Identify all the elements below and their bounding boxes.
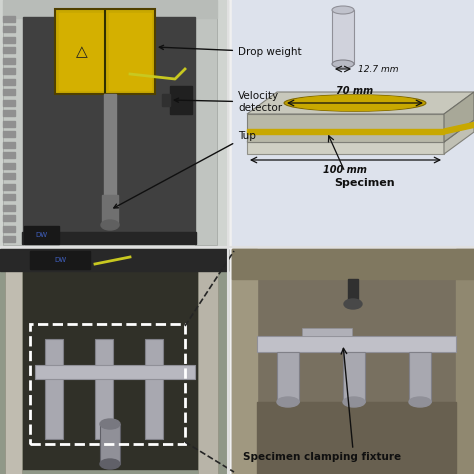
Ellipse shape bbox=[290, 96, 420, 110]
Text: 100 mm: 100 mm bbox=[323, 165, 367, 175]
Ellipse shape bbox=[100, 459, 120, 469]
Polygon shape bbox=[247, 129, 444, 134]
Polygon shape bbox=[444, 92, 474, 142]
Bar bbox=[0, 249, 228, 474]
Bar bbox=[3, 89, 15, 95]
Bar bbox=[145, 339, 163, 439]
Bar bbox=[332, 10, 354, 64]
Bar bbox=[232, 249, 474, 279]
Bar bbox=[35, 365, 195, 379]
Polygon shape bbox=[444, 122, 474, 134]
Polygon shape bbox=[247, 92, 474, 114]
Bar bbox=[109, 13, 151, 90]
Bar bbox=[23, 17, 195, 242]
Bar bbox=[3, 2, 23, 245]
Bar bbox=[302, 328, 352, 336]
Bar bbox=[5, 249, 22, 474]
Text: 12.7 mm: 12.7 mm bbox=[358, 64, 399, 73]
Bar bbox=[24, 226, 59, 244]
Bar bbox=[3, 204, 15, 210]
Bar bbox=[3, 68, 15, 74]
Bar bbox=[3, 57, 15, 64]
Bar bbox=[195, 2, 217, 245]
Bar bbox=[3, 173, 15, 179]
Bar bbox=[409, 352, 431, 402]
Bar bbox=[456, 249, 474, 474]
Bar bbox=[232, 249, 474, 474]
Bar bbox=[3, 163, 15, 168]
Bar bbox=[0, 0, 228, 247]
Text: Specimen: Specimen bbox=[335, 178, 395, 188]
Bar bbox=[3, 236, 15, 242]
Ellipse shape bbox=[101, 220, 119, 230]
Bar bbox=[3, 194, 15, 200]
Bar bbox=[3, 131, 15, 137]
Ellipse shape bbox=[277, 397, 299, 407]
Bar bbox=[170, 86, 192, 114]
Bar bbox=[100, 424, 120, 464]
Bar bbox=[3, 152, 15, 158]
Polygon shape bbox=[247, 120, 474, 142]
Ellipse shape bbox=[343, 397, 365, 407]
Bar bbox=[45, 339, 63, 439]
Bar bbox=[257, 336, 456, 352]
Bar bbox=[162, 94, 170, 106]
Bar bbox=[3, 79, 15, 84]
Bar bbox=[232, 249, 257, 474]
Ellipse shape bbox=[332, 6, 354, 14]
Text: 70 mm: 70 mm bbox=[337, 86, 374, 96]
Bar bbox=[55, 9, 155, 94]
Bar bbox=[343, 352, 365, 402]
Text: Velocity
detector: Velocity detector bbox=[174, 91, 282, 113]
Bar bbox=[232, 0, 474, 247]
Bar bbox=[59, 13, 103, 90]
Text: Specimen clamping fixture: Specimen clamping fixture bbox=[243, 452, 401, 462]
Bar bbox=[3, 226, 15, 231]
Bar bbox=[20, 254, 200, 469]
Bar bbox=[3, 100, 15, 106]
Polygon shape bbox=[444, 120, 474, 154]
Bar bbox=[3, 142, 15, 147]
Bar bbox=[95, 339, 113, 439]
Text: Tup: Tup bbox=[114, 131, 256, 208]
Bar bbox=[3, 120, 15, 127]
Bar bbox=[3, 26, 15, 32]
Bar bbox=[3, 215, 15, 221]
Bar bbox=[257, 402, 456, 474]
Ellipse shape bbox=[344, 299, 362, 309]
Text: Drop weight: Drop weight bbox=[159, 46, 301, 57]
Bar bbox=[104, 94, 116, 217]
Bar bbox=[3, 36, 15, 43]
Bar bbox=[3, 0, 217, 18]
Bar bbox=[102, 195, 118, 225]
Ellipse shape bbox=[332, 60, 354, 68]
Text: DW: DW bbox=[54, 257, 66, 263]
Text: DW: DW bbox=[35, 232, 47, 238]
Text: △: △ bbox=[76, 45, 88, 60]
Bar bbox=[22, 232, 196, 244]
Polygon shape bbox=[247, 142, 444, 154]
Ellipse shape bbox=[100, 419, 120, 429]
Bar bbox=[3, 183, 15, 190]
Bar bbox=[198, 249, 218, 474]
Bar bbox=[3, 16, 15, 21]
Bar bbox=[30, 251, 90, 269]
Bar bbox=[0, 249, 228, 271]
Polygon shape bbox=[247, 114, 444, 142]
Bar bbox=[3, 110, 15, 116]
Bar bbox=[3, 47, 15, 53]
Bar bbox=[30, 324, 185, 444]
Bar bbox=[277, 352, 299, 402]
Bar bbox=[348, 279, 358, 304]
Ellipse shape bbox=[284, 95, 426, 111]
Ellipse shape bbox=[409, 397, 431, 407]
